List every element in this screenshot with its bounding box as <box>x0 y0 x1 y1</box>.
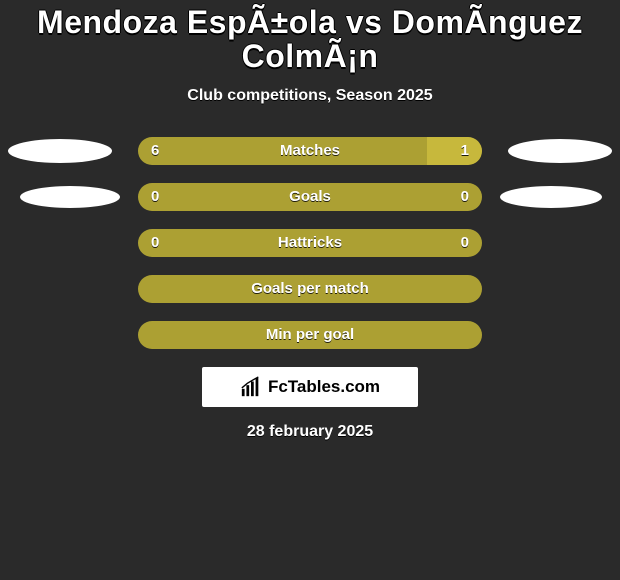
stat-row-goals-per-match: Goals per match <box>0 275 620 303</box>
page-title: Mendoza EspÃ±ola vs DomÃ­nguez ColmÃ¡n <box>0 6 620 73</box>
stat-label: Goals <box>138 183 482 211</box>
ellipse-decoration <box>500 186 602 208</box>
stat-value-left: 0 <box>151 183 159 211</box>
stat-label: Goals per match <box>138 275 482 303</box>
stat-row-matches: 6 Matches 1 <box>0 137 620 165</box>
ellipse-decoration <box>8 139 112 163</box>
footer-date: 28 february 2025 <box>0 423 620 441</box>
stat-bar-right-segment <box>427 137 482 165</box>
stat-label: Min per goal <box>138 321 482 349</box>
comparison-card: Mendoza EspÃ±ola vs DomÃ­nguez ColmÃ¡n C… <box>0 0 620 580</box>
stat-value-right: 0 <box>461 229 469 257</box>
stat-bar: Min per goal <box>138 321 482 349</box>
footer-logo-text: FcTables.com <box>268 377 380 397</box>
subtitle: Club competitions, Season 2025 <box>0 87 620 105</box>
stat-row-min-per-goal: Min per goal <box>0 321 620 349</box>
stat-bar: 0 Goals 0 <box>138 183 482 211</box>
footer-logo[interactable]: FcTables.com <box>202 367 418 407</box>
stat-label: Hattricks <box>138 229 482 257</box>
stat-bar: 6 Matches 1 <box>138 137 482 165</box>
ellipse-decoration <box>20 186 120 208</box>
stat-rows: 6 Matches 1 0 Goals 0 0 Hattricks 0 <box>0 137 620 349</box>
stat-value-right: 0 <box>461 183 469 211</box>
stat-bar: Goals per match <box>138 275 482 303</box>
bar-chart-icon <box>240 376 262 398</box>
stat-row-goals: 0 Goals 0 <box>0 183 620 211</box>
stat-value-left: 6 <box>151 137 159 165</box>
stat-bar: 0 Hattricks 0 <box>138 229 482 257</box>
stat-value-left: 0 <box>151 229 159 257</box>
stat-row-hattricks: 0 Hattricks 0 <box>0 229 620 257</box>
ellipse-decoration <box>508 139 612 163</box>
